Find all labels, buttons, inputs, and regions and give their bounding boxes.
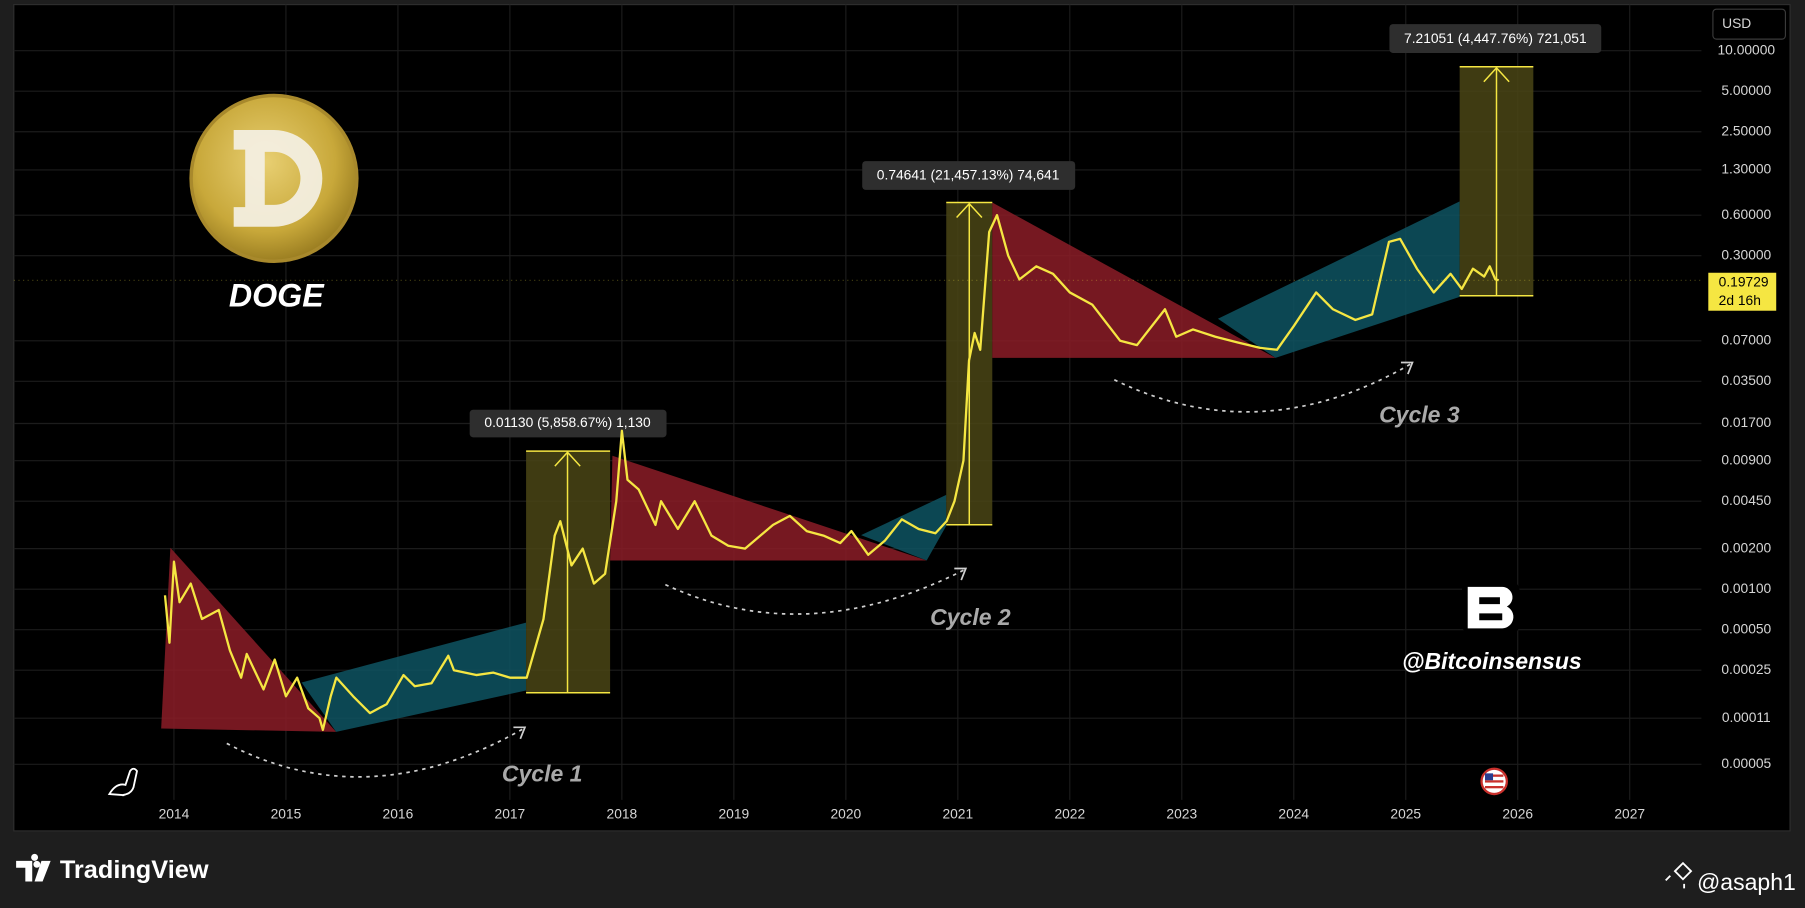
y-tick-label: 10.00000 bbox=[1718, 41, 1776, 57]
cycle-label: Cycle 3 bbox=[1379, 402, 1460, 428]
y-tick-label: 2.50000 bbox=[1721, 122, 1771, 138]
y-tick-label: 0.00005 bbox=[1721, 755, 1771, 771]
cycle-label: Cycle 2 bbox=[930, 604, 1011, 630]
x-tick-label: 2027 bbox=[1614, 805, 1645, 821]
y-tick-label: 0.00200 bbox=[1721, 539, 1771, 555]
user-icon bbox=[1665, 861, 1693, 889]
x-tick-label: 2017 bbox=[495, 805, 526, 821]
up-channel bbox=[301, 622, 527, 732]
y-tick-label: 0.00050 bbox=[1721, 620, 1771, 636]
y-tick-label: 0.30000 bbox=[1721, 246, 1771, 262]
price-line bbox=[163, 214, 1499, 732]
y-tick-label: 5.00000 bbox=[1721, 82, 1771, 98]
plot bbox=[13, 214, 1702, 732]
y-tick-label: 0.01700 bbox=[1721, 414, 1771, 430]
measure-label-box bbox=[1389, 24, 1602, 53]
up-channel bbox=[861, 494, 947, 561]
y-tick-label: 0.00011 bbox=[1722, 709, 1771, 725]
price-label-box bbox=[1708, 272, 1777, 311]
cycle-arrows bbox=[226, 361, 1414, 778]
brand-name: TradingView bbox=[60, 856, 209, 884]
y-tick-label: 0.00100 bbox=[1721, 580, 1771, 596]
x-tick-label: 2024 bbox=[1278, 805, 1309, 821]
x-tick-label: 2016 bbox=[383, 805, 414, 821]
x-tick-label: 2026 bbox=[1502, 805, 1533, 821]
measure-label: 0.01130 (5,858.67%) 1,130 bbox=[484, 414, 651, 430]
y-tick-label: 0.60000 bbox=[1721, 206, 1771, 222]
countdown-label: 2d 16h bbox=[1719, 292, 1761, 308]
measure-label-box bbox=[469, 409, 667, 438]
x-tick-label: 2018 bbox=[607, 805, 638, 821]
y-tick-label: 0.07000 bbox=[1721, 331, 1771, 347]
symbol-label: DOGE bbox=[229, 278, 325, 314]
doge-logo bbox=[189, 93, 359, 263]
measure-label: 7.21051 (4,447.76%) 721,051 bbox=[1404, 30, 1587, 46]
y-tick-label: 0.03500 bbox=[1721, 372, 1771, 388]
flag-icon bbox=[1480, 767, 1509, 796]
y-tick-label: 0.00900 bbox=[1721, 451, 1771, 467]
x-tick-label: 2014 bbox=[159, 805, 190, 821]
y-tick-label: 0.00025 bbox=[1721, 661, 1771, 677]
x-tick-label: 2015 bbox=[271, 805, 302, 821]
up-channel bbox=[1217, 201, 1460, 358]
price-label: 0.19729 bbox=[1719, 274, 1769, 290]
x-tick-label: 2020 bbox=[830, 805, 861, 821]
tradingview-logo bbox=[16, 853, 51, 882]
measure-label: 0.74641 (21,457.13%) 74,641 bbox=[877, 167, 1060, 183]
x-tick-label: 2022 bbox=[1054, 805, 1085, 821]
cycle-label: Cycle 1 bbox=[502, 761, 583, 787]
measure-lines bbox=[526, 65, 1534, 694]
x-tick-label: 2025 bbox=[1390, 805, 1421, 821]
y-tick-label: 1.30000 bbox=[1721, 161, 1771, 177]
watermark: @Bitcoinsensus bbox=[1402, 648, 1582, 674]
dino-icon bbox=[107, 767, 138, 797]
x-tick-label: 2023 bbox=[1166, 805, 1197, 821]
brand-logo bbox=[1461, 581, 1520, 635]
y-tick-label: 0.00450 bbox=[1721, 492, 1771, 508]
user-name: @asaph1 bbox=[1697, 869, 1796, 895]
measure-label-box bbox=[862, 161, 1076, 190]
x-tick-label: 2021 bbox=[942, 805, 973, 821]
x-tick-label: 2019 bbox=[719, 805, 750, 821]
currency-label[interactable]: USD bbox=[1722, 15, 1751, 31]
currency-button[interactable] bbox=[1712, 8, 1787, 40]
